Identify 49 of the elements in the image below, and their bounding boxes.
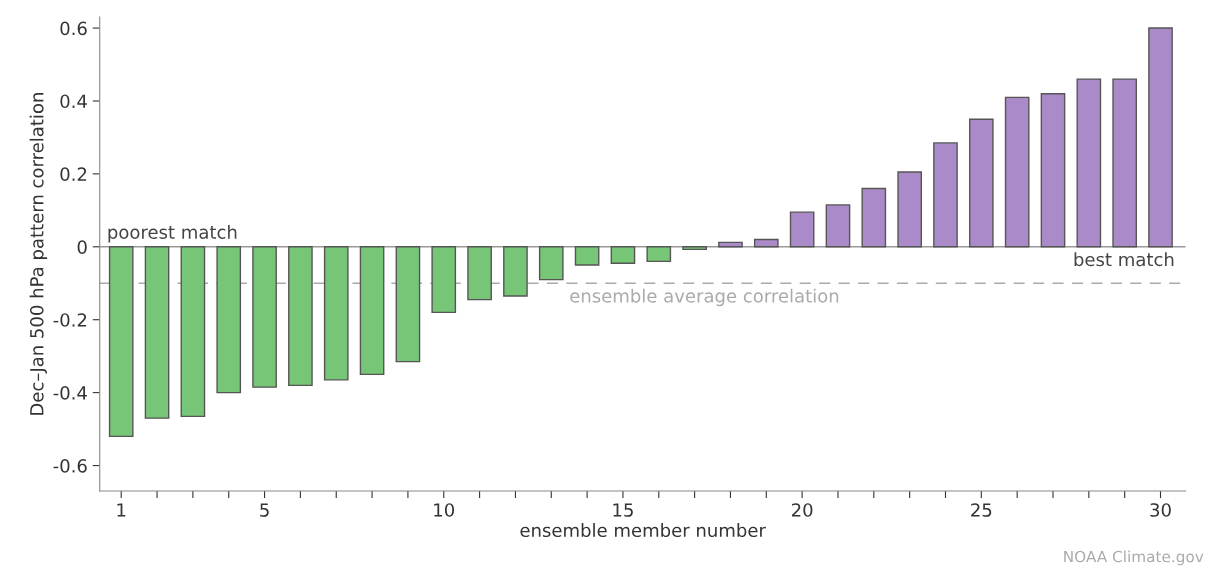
bar xyxy=(467,246,492,301)
bar xyxy=(431,246,457,314)
bar xyxy=(933,142,958,248)
bar xyxy=(968,118,994,248)
bar xyxy=(323,246,349,381)
y-tick-label: 0.4 xyxy=(60,94,87,109)
annotation: poorest match xyxy=(108,224,237,243)
x-tick-label: 5 xyxy=(260,503,269,517)
y-tick-label: -0.4 xyxy=(53,386,87,400)
bar xyxy=(1148,27,1173,248)
ref-line-label: ensemble average correlation xyxy=(570,288,839,307)
bar xyxy=(1004,96,1030,248)
y-tick-label: 0.6 xyxy=(60,21,87,36)
annotation: best match xyxy=(1074,252,1174,267)
bar xyxy=(1040,92,1066,248)
x-tick-label: 30 xyxy=(1150,503,1171,517)
bar xyxy=(288,246,313,387)
bar xyxy=(610,246,636,264)
bar xyxy=(538,246,564,281)
bar xyxy=(825,204,851,248)
bar xyxy=(108,246,134,438)
bar xyxy=(1076,78,1102,248)
y-axis-title: Dec–Jan 500 hPa pattern correlation xyxy=(29,93,48,415)
text: NOAA Climate.gov xyxy=(1064,550,1204,566)
bar xyxy=(574,246,600,266)
bar xyxy=(180,246,206,418)
bar xyxy=(144,246,170,419)
bar xyxy=(503,246,528,297)
x-axis-title: ensemble member number xyxy=(520,523,766,538)
y-tick-label: 0.2 xyxy=(60,167,87,182)
bar xyxy=(861,187,887,248)
bar xyxy=(789,211,815,248)
x-tick-label: 15 xyxy=(613,503,633,517)
bar xyxy=(216,246,242,394)
x-tick-label: 20 xyxy=(791,503,813,517)
bar xyxy=(682,246,707,251)
bar xyxy=(252,246,277,388)
y-tick-label: -0.6 xyxy=(53,459,87,473)
y-tick-label: 0 xyxy=(77,240,87,254)
x-tick-label: 1 xyxy=(117,503,126,517)
x-tick-label: 25 xyxy=(971,503,992,517)
bar xyxy=(1112,78,1138,248)
x-tick-label: 10 xyxy=(434,503,455,517)
bar xyxy=(753,238,779,248)
y-tick-label: -0.2 xyxy=(53,313,87,327)
bar xyxy=(359,246,385,376)
bar xyxy=(646,246,672,263)
bar xyxy=(897,171,922,248)
bar xyxy=(395,246,421,363)
